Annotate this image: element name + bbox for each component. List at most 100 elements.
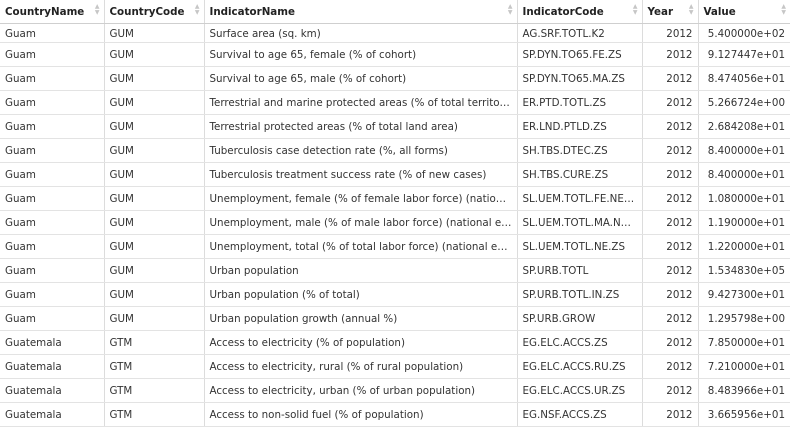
table-row: Guam GUM Surface area (sq. km) AG.SRF.TOTL.…: [0, 23, 790, 43]
column-header-country-name[interactable]: CountryName ▲ ▼: [0, 0, 105, 24]
cell-value: 2.684208e+01: [698, 114, 790, 139]
cell-indicator-code: EG.NSF.ACCS.ZS: [517, 402, 643, 427]
cell-year: 2012: [642, 66, 699, 91]
cell-value: 1.220000e+01: [698, 234, 790, 259]
cell-country-code: GUM: [104, 66, 205, 91]
cell-indicator-code: SH.TBS.DTEC.ZS: [517, 138, 643, 163]
cell-indicator-code: SL.UEM.TOTL.MA.NE.ZS: [517, 210, 643, 235]
cell-indicator-code: SP.URB.TOTL.IN.ZS: [517, 282, 643, 307]
column-header-country-code[interactable]: CountryCode ▲ ▼: [104, 0, 205, 24]
cell-country-code: GTM: [104, 330, 205, 355]
table-row: Guatemala GTM Access to electricity (% of …: [0, 330, 790, 355]
column-header-indicator-name[interactable]: IndicatorName ▲ ▼: [204, 0, 518, 24]
cell-country-name: Guam: [0, 282, 105, 307]
cell-indicator-name: Tuberculosis case detection rate (%, all…: [204, 138, 518, 163]
cell-indicator-code: SL.UEM.TOTL.NE.ZS: [517, 234, 643, 259]
cell-indicator-name: Urban population: [204, 258, 518, 283]
cell-country-name: Guatemala: [0, 378, 105, 403]
cell-value: 8.400000e+01: [698, 138, 790, 163]
sort-arrows-icon[interactable]: ▲ ▼: [781, 3, 786, 16]
table-row: Guam GUM Survival to age 65, female (% of …: [0, 42, 790, 67]
sort-arrows-icon[interactable]: ▲ ▼: [507, 3, 513, 16]
cell-country-code: GUM: [104, 186, 205, 211]
table-row: Guam GUM Urban population SP.URB.TOTL 2012 1.…: [0, 258, 790, 283]
cell-country-code: GUM: [104, 42, 205, 67]
table-row: Guam GUM Tuberculosis case detection rate …: [0, 138, 790, 163]
cell-year: 2012: [642, 186, 699, 211]
table-row: Guam GUM Urban population growth (annual %…: [0, 306, 790, 331]
header-row: CountryName ▲ ▼ CountryCode ▲ ▼ IndicatorName ▲…: [0, 0, 790, 24]
cell-indicator-name: Urban population growth (annual %): [204, 306, 518, 331]
table-row: Guam GUM Terrestrial and marine protected …: [0, 90, 790, 115]
cell-country-name: Guam: [0, 66, 105, 91]
cell-country-name: Guam: [0, 258, 105, 283]
cell-indicator-code: SP.DYN.TO65.MA.ZS: [517, 66, 643, 91]
cell-year: 2012: [642, 258, 699, 283]
cell-value: 1.534830e+05: [698, 258, 790, 283]
cell-country-name: Guatemala: [0, 402, 105, 427]
cell-year: 2012: [642, 282, 699, 307]
table-row: Guatemala GTM Access to electricity, rural…: [0, 354, 790, 379]
cell-value: 5.266724e+00: [698, 90, 790, 115]
cell-indicator-name: Survival to age 65, male (% of cohort): [204, 66, 518, 91]
table-row: Guatemala GTM Access to non-solid fuel (% …: [0, 402, 790, 427]
sort-arrows-icon[interactable]: ▲ ▼: [194, 3, 200, 16]
cell-indicator-name: Access to electricity, rural (% of rural…: [204, 354, 518, 379]
cell-value: 8.474056e+01: [698, 66, 790, 91]
table-row: Guam GUM Tuberculosis treatment success ra…: [0, 162, 790, 187]
column-header-label: CountryName: [5, 5, 85, 18]
cell-indicator-code: EG.ELC.ACCS.RU.ZS: [517, 354, 643, 379]
table-row: Guam GUM Unemployment, male (% of male lab…: [0, 210, 790, 235]
cell-year: 2012: [642, 90, 699, 115]
cell-year: 2012: [642, 402, 699, 427]
cell-year: 2012: [642, 162, 699, 187]
cell-country-code: GUM: [104, 23, 205, 43]
cell-indicator-code: EG.ELC.ACCS.ZS: [517, 330, 643, 355]
cell-indicator-name: Urban population (% of total): [204, 282, 518, 307]
cell-country-code: GUM: [104, 90, 205, 115]
cell-indicator-code: SP.URB.GROW: [517, 306, 643, 331]
cell-year: 2012: [642, 378, 699, 403]
table-header: CountryName ▲ ▼ CountryCode ▲ ▼ IndicatorName ▲…: [0, 0, 790, 24]
column-header-label: CountryCode: [109, 5, 185, 18]
cell-indicator-name: Access to electricity (% of population): [204, 330, 518, 355]
cell-indicator-name: Survival to age 65, female (% of cohort): [204, 42, 518, 67]
cell-indicator-name: Terrestrial and marine protected areas (…: [204, 90, 518, 115]
cell-value: 3.665956e+01: [698, 402, 790, 427]
table-row: Guatemala GTM Access to electricity, urban…: [0, 378, 790, 403]
table-row: Guam GUM Terrestrial protected areas (% of…: [0, 114, 790, 139]
cell-value: 7.850000e+01: [698, 330, 790, 355]
cell-country-name: Guam: [0, 162, 105, 187]
cell-indicator-name: Terrestrial protected areas (% of total …: [204, 114, 518, 139]
cell-country-code: GUM: [104, 234, 205, 259]
sort-arrows-icon[interactable]: ▲ ▼: [688, 3, 694, 16]
cell-value: 8.483966e+01: [698, 378, 790, 403]
column-header-indicator-code[interactable]: IndicatorCode ▲ ▼: [517, 0, 643, 24]
cell-value: 1.295798e+00: [698, 306, 790, 331]
cell-country-name: Guatemala: [0, 354, 105, 379]
column-header-label: Year: [647, 5, 674, 18]
cell-country-name: Guam: [0, 23, 105, 43]
cell-country-code: GTM: [104, 402, 205, 427]
cell-value: 9.127447e+01: [698, 42, 790, 67]
column-header-value[interactable]: Value ▲ ▼: [698, 0, 790, 24]
table-body: Guam GUM Surface area (sq. km) AG.SRF.TOTL.…: [0, 23, 790, 427]
cell-year: 2012: [642, 234, 699, 259]
cell-year: 2012: [642, 23, 699, 43]
cell-country-name: Guam: [0, 186, 105, 211]
cell-country-code: GTM: [104, 354, 205, 379]
cell-value: 9.427300e+01: [698, 282, 790, 307]
column-header-year[interactable]: Year ▲ ▼: [642, 0, 699, 24]
cell-country-name: Guam: [0, 210, 105, 235]
cell-year: 2012: [642, 354, 699, 379]
cell-country-code: GUM: [104, 114, 205, 139]
cell-country-name: Guam: [0, 306, 105, 331]
sort-arrows-icon[interactable]: ▲ ▼: [94, 3, 100, 16]
cell-indicator-code: ER.PTD.TOTL.ZS: [517, 90, 643, 115]
cell-indicator-code: ER.LND.PTLD.ZS: [517, 114, 643, 139]
sort-arrows-icon[interactable]: ▲ ▼: [632, 3, 638, 16]
cell-value: 1.190000e+01: [698, 210, 790, 235]
cell-value: 5.400000e+02: [698, 23, 790, 43]
cell-country-name: Guam: [0, 90, 105, 115]
